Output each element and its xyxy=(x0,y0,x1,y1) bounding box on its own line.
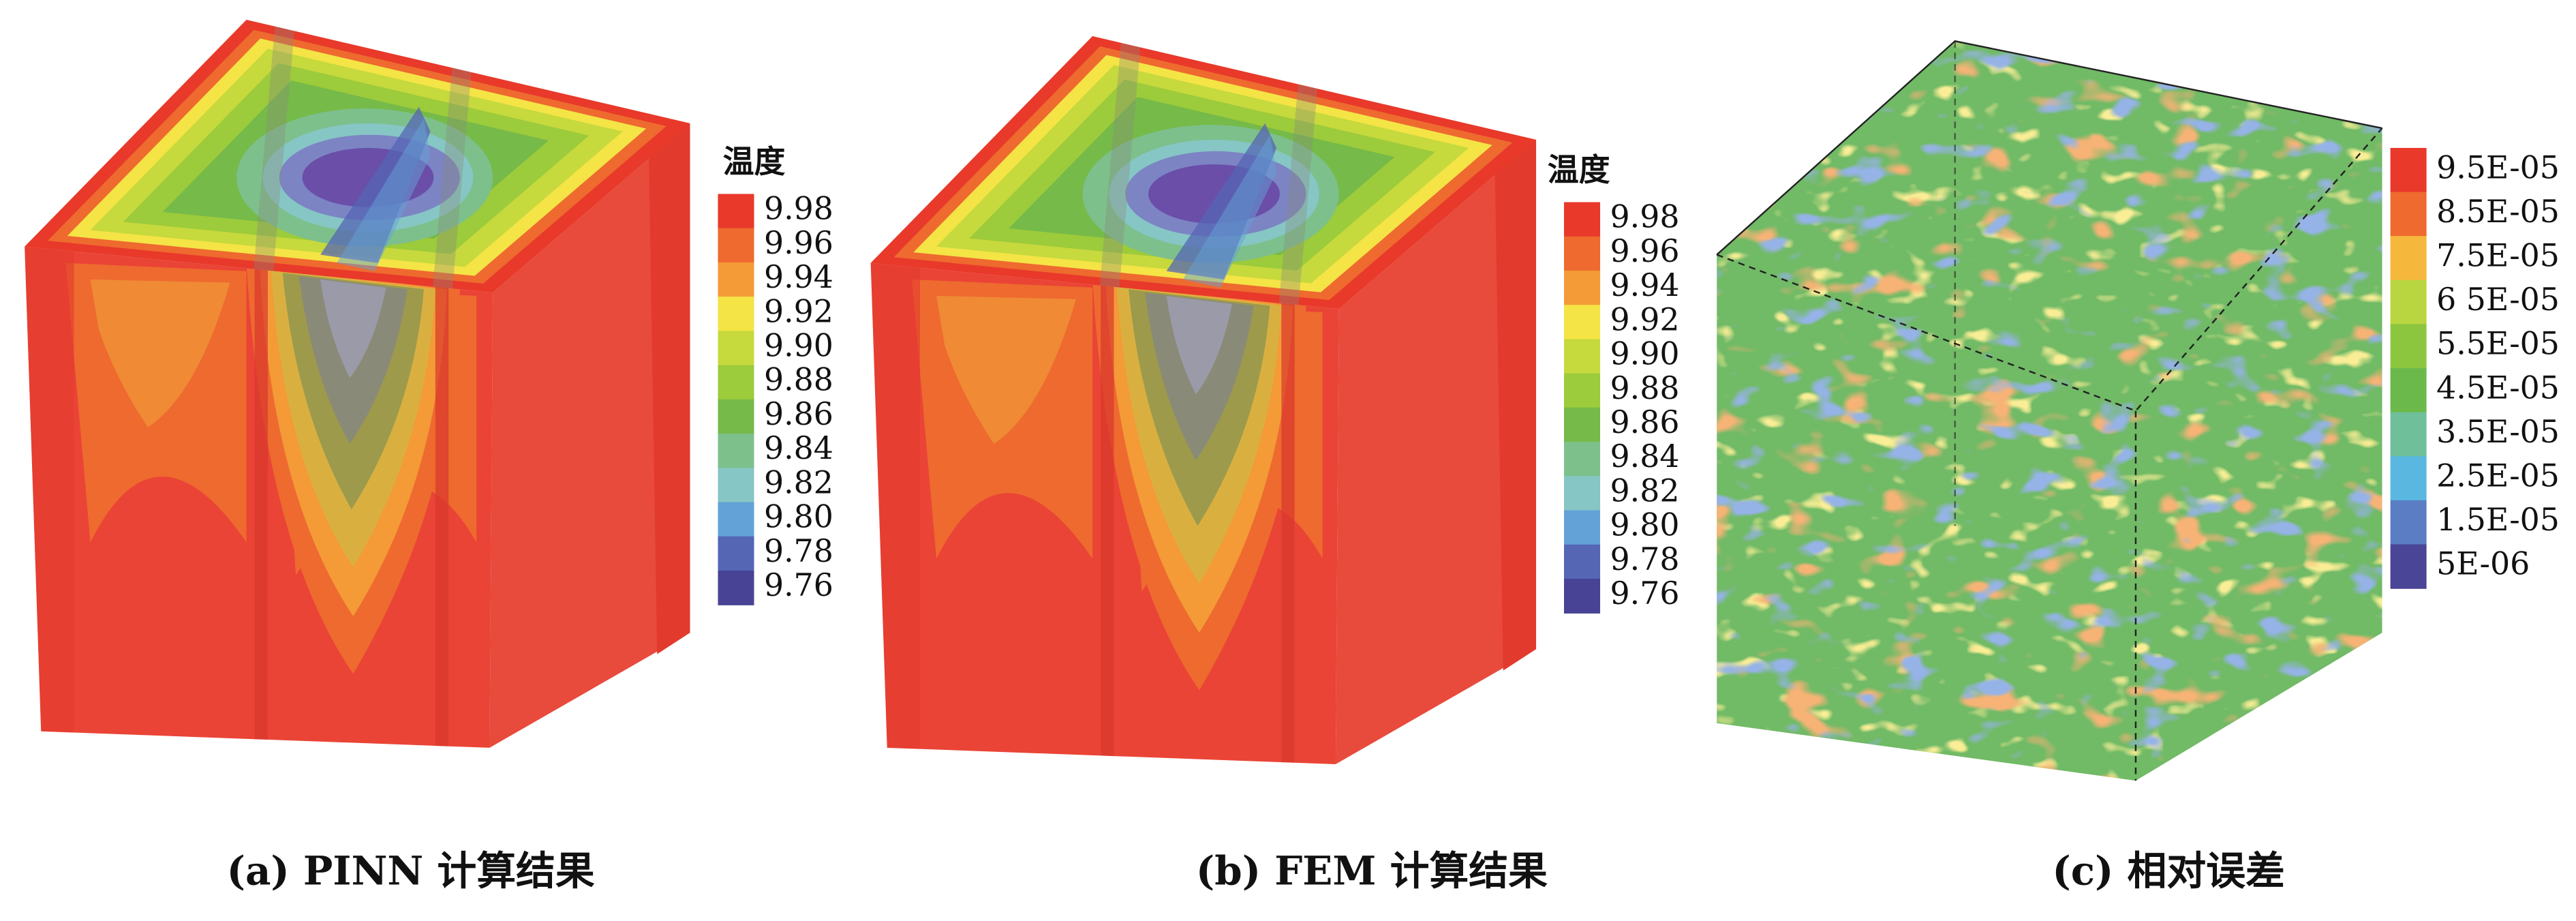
legend-swatch xyxy=(1564,270,1601,305)
legend-swatch xyxy=(1564,544,1601,579)
legend-swatch xyxy=(718,434,754,468)
legend-label: 9.80 xyxy=(1610,507,1679,543)
legend-label: 9.5E-05 xyxy=(2436,149,2560,185)
legend-swatch xyxy=(1564,202,1601,237)
legend-label: 5.5E-05 xyxy=(2436,325,2560,362)
legend-label: 9.92 xyxy=(764,292,833,329)
legend-swatch xyxy=(2390,500,2427,545)
legend-swatch xyxy=(2390,456,2427,501)
legend-label: 9.86 xyxy=(764,395,833,432)
legend-label: 9.86 xyxy=(1610,404,1679,440)
legend-label: 7.5E-05 xyxy=(2436,237,2560,273)
legend-label: 3.5E-05 xyxy=(2436,413,2560,450)
legend-swatch xyxy=(718,536,754,571)
caption: (c) 相对误差 xyxy=(2052,848,2284,894)
legends: 温度9.989.969.949.929.909.889.869.849.829.… xyxy=(718,143,2560,614)
legend-swatch xyxy=(2390,147,2427,193)
legend-label: 9.76 xyxy=(1610,575,1679,612)
caption: (b) FEM 计算结果 xyxy=(1196,848,1548,894)
legend-label: 9.76 xyxy=(764,567,833,603)
legend-swatch xyxy=(2390,544,2427,589)
legend-label: 9.90 xyxy=(764,327,833,363)
legend-label: 9.80 xyxy=(764,498,833,535)
legend-label: 9.84 xyxy=(764,429,833,466)
legend-label: 8.5E-05 xyxy=(2436,193,2560,230)
legend-label: 9.84 xyxy=(1610,438,1679,474)
legend-label: 9.90 xyxy=(1610,335,1679,372)
legend-swatch xyxy=(718,365,754,400)
legend-swatch xyxy=(718,194,754,229)
legend-label: 5E-06 xyxy=(2436,545,2530,582)
legend-label: 9.88 xyxy=(1610,369,1679,406)
legend-label: 9.96 xyxy=(764,224,833,261)
caption: (a) PINN 计算结果 xyxy=(227,848,595,894)
legend-label: 9.78 xyxy=(1610,541,1679,577)
legend-swatch xyxy=(718,502,754,537)
legend-swatch xyxy=(2390,280,2427,325)
legend-swatch xyxy=(2390,192,2427,237)
legend-swatch xyxy=(1564,578,1601,614)
legend-label: 9.82 xyxy=(1610,472,1679,509)
legend-swatch xyxy=(1564,339,1601,374)
fem-cube xyxy=(871,16,1536,772)
legend-swatch xyxy=(718,570,754,605)
legend-swatch xyxy=(1564,510,1601,545)
legend-swatch xyxy=(718,468,754,503)
legend-swatch xyxy=(1564,407,1601,442)
legend-label: 9.96 xyxy=(1610,232,1679,269)
error-cube xyxy=(1716,40,2383,781)
legend-title: 温度 xyxy=(723,143,786,180)
legend-swatch xyxy=(1564,373,1601,408)
legend-swatch xyxy=(2390,324,2427,369)
legend-swatch xyxy=(718,399,754,434)
legend-swatch xyxy=(1564,442,1601,477)
legend-swatch xyxy=(1564,236,1601,271)
legend-title: 温度 xyxy=(1548,151,1610,188)
legend-swatch xyxy=(718,262,754,297)
legend-label: 9.82 xyxy=(764,464,833,500)
legend-swatch xyxy=(1564,476,1601,511)
legend-swatch xyxy=(2390,368,2427,413)
pinn-cube xyxy=(25,0,690,756)
legend-label: 9.92 xyxy=(1610,301,1679,337)
legend-swatch xyxy=(2390,412,2427,457)
legend-label: 4.5E-05 xyxy=(2436,369,2560,406)
legend-swatch xyxy=(1564,305,1601,340)
legend-swatch xyxy=(2390,236,2427,281)
legend-label: 9.94 xyxy=(1610,267,1679,303)
legend-label: 1.5E-05 xyxy=(2436,501,2560,538)
legend-label: 9.88 xyxy=(764,361,833,398)
legend-label: 6 5E-05 xyxy=(2436,281,2560,318)
legend-swatch xyxy=(718,228,754,263)
legend-label: 9.94 xyxy=(764,258,833,295)
legend-swatch xyxy=(718,297,754,332)
legend-label: 9.78 xyxy=(764,532,833,569)
legend-label: 9.98 xyxy=(764,190,833,227)
legend-label: 2.5E-05 xyxy=(2436,457,2560,494)
legend-label: 9.98 xyxy=(1610,198,1679,235)
legend-swatch xyxy=(718,331,754,366)
